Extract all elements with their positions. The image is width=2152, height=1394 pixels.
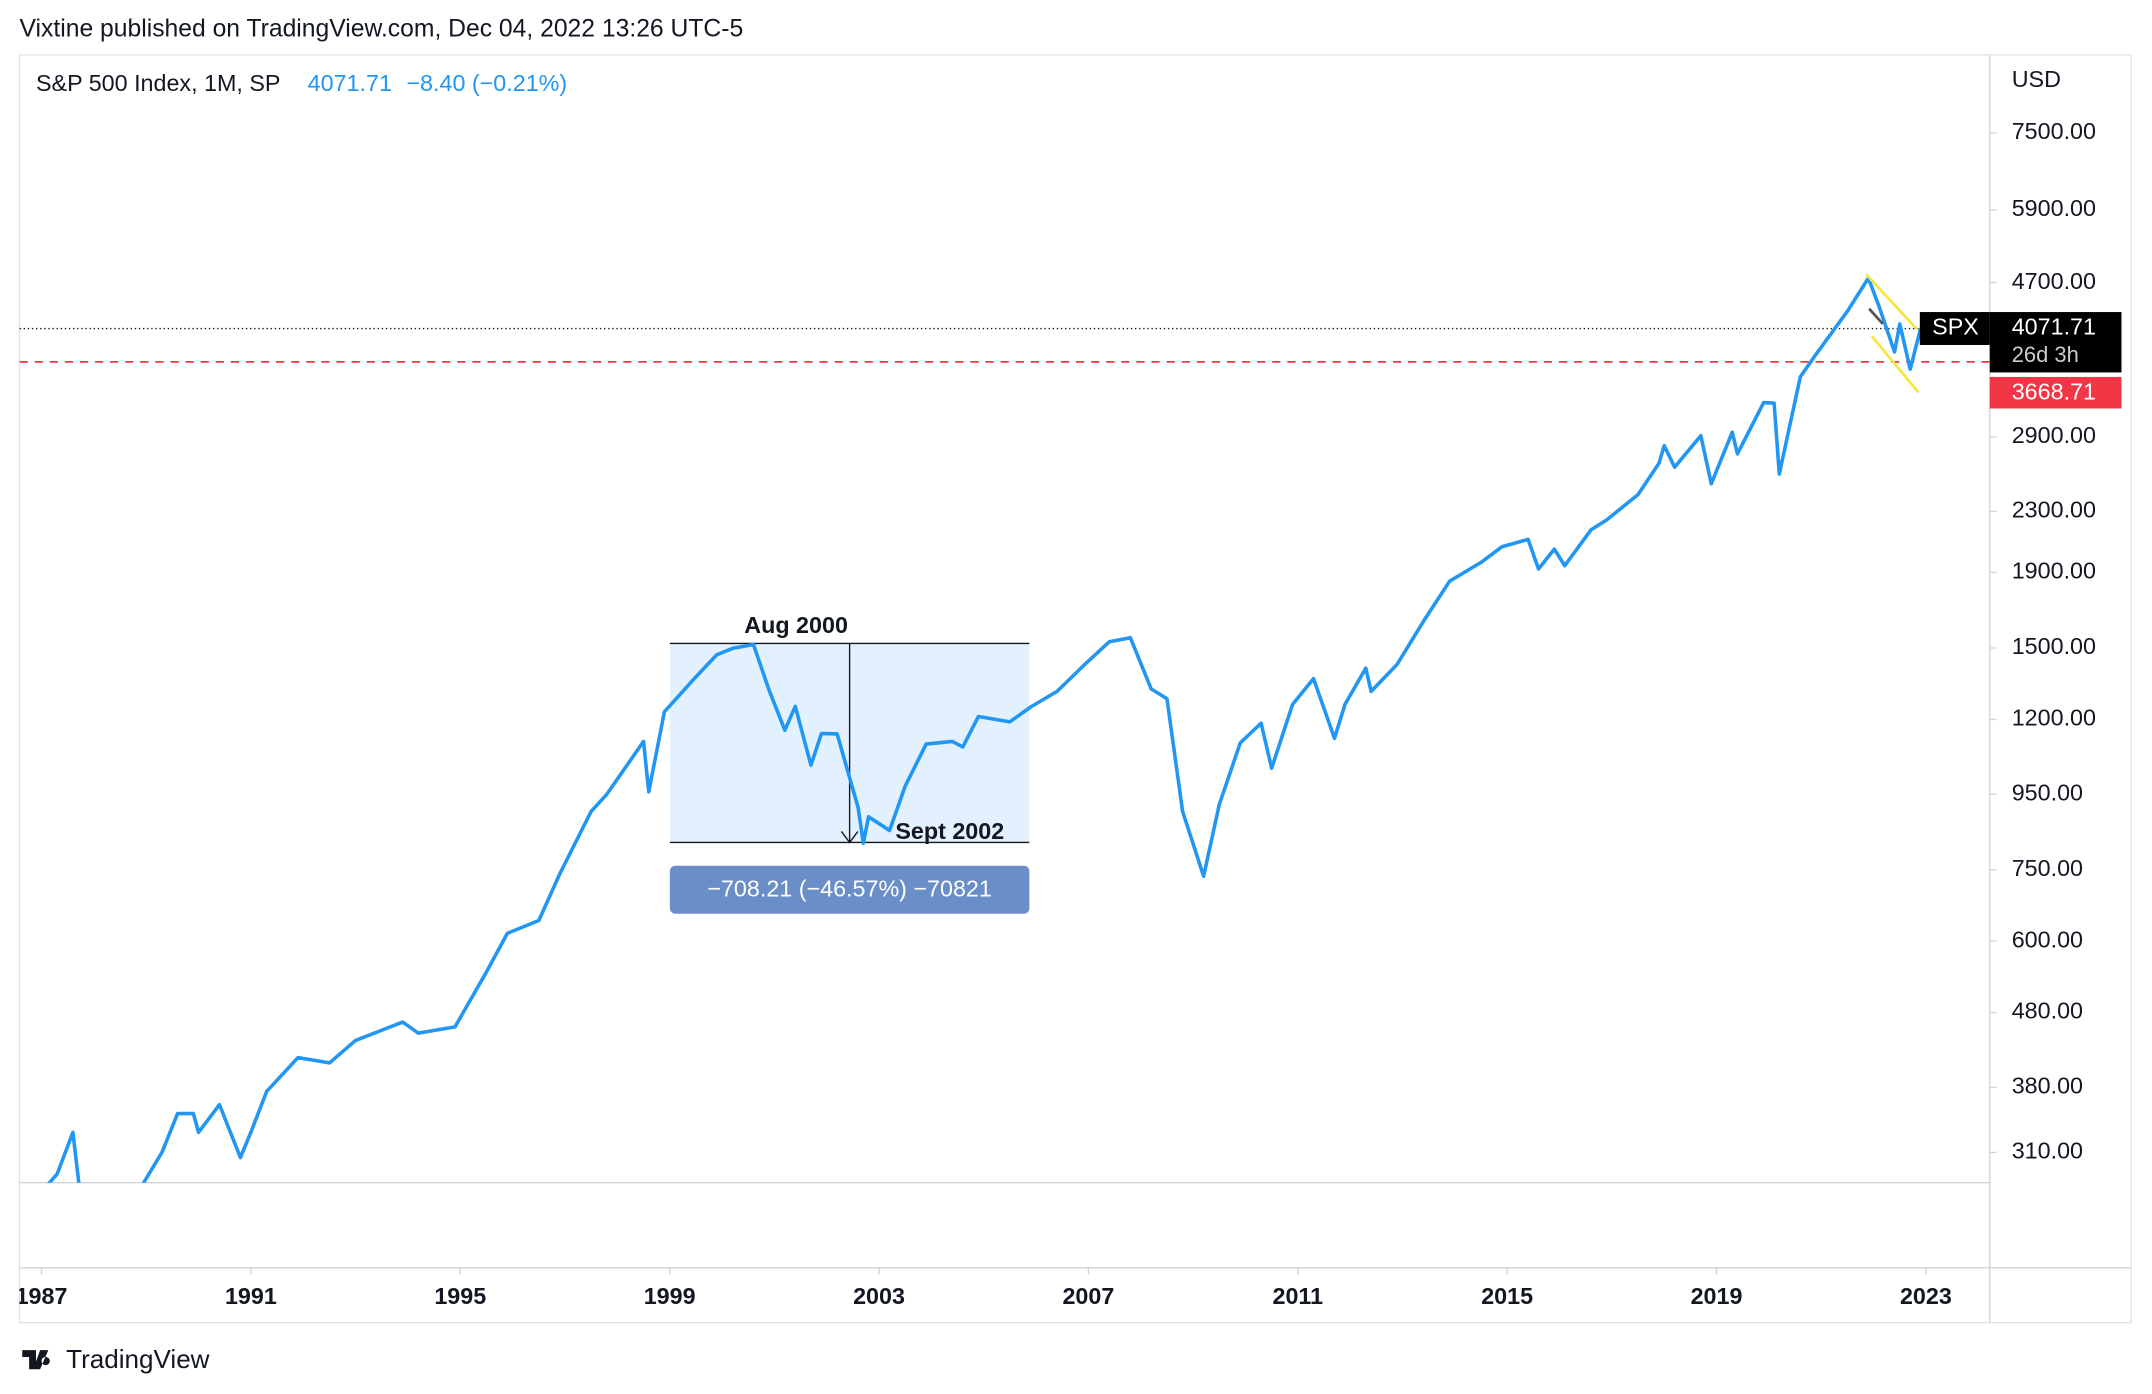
annotation-start: Aug 2000 (744, 612, 848, 638)
y-tick-label: 4700.00 (2012, 268, 2096, 294)
price-line (47, 276, 1923, 1183)
y-tick-label: 310.00 (2012, 1138, 2083, 1164)
x-tick-label: 2011 (1272, 1283, 1323, 1309)
channel-line (1870, 335, 1920, 394)
price-tag (1989, 312, 2122, 373)
drawing-arrow (1868, 307, 1884, 325)
x-tick-label: 2007 (1062, 1283, 1114, 1309)
symbol-tag (1919, 312, 1990, 345)
y-tick-label: 2300.00 (2012, 496, 2096, 522)
currency: USD (2012, 66, 2061, 92)
y-tick-label: 600.00 (2012, 926, 2083, 952)
legend-change: −8.40 (−0.21%) (406, 70, 567, 96)
logo-mark (22, 1350, 50, 1370)
y-tick-label: 1200.00 (2012, 705, 2096, 731)
measure-arrowhead (840, 831, 859, 844)
y-tick-label: 750.00 (2012, 855, 2083, 881)
x-tick-label: 1995 (434, 1283, 486, 1309)
alert-tag (1989, 376, 2122, 409)
countdown: 26d 3h (2012, 342, 2079, 367)
brand: TradingView (66, 1344, 210, 1374)
measure-label: −708.21 (−46.57%) −70821 (707, 876, 992, 902)
x-tick-label: 2023 (1900, 1283, 1952, 1309)
price-tag-label: 4071.71 (2012, 314, 2096, 340)
y-tick-label: 380.00 (2012, 1072, 2083, 1098)
x-tick-label: 2003 (853, 1283, 905, 1309)
x-tick-label: 1999 (644, 1283, 696, 1309)
symbol-tag-label: SPX (1932, 314, 1979, 340)
logo: TradingView (22, 1344, 210, 1374)
channel-line (1865, 273, 1919, 331)
y-tick-label: 5900.00 (2012, 195, 2096, 221)
x-tick-label: 1991 (225, 1283, 277, 1309)
y-tick-label: 1500.00 (2012, 633, 2096, 659)
chart-title: S&P 500 Index, 1M, SP (36, 70, 281, 96)
x-tick-label: 2019 (1691, 1283, 1743, 1309)
publish-header: Vixtine published on TradingView.com, De… (20, 16, 744, 43)
plot (19, 276, 1990, 1183)
legend-price: 4071.71 (308, 70, 392, 96)
y-tick-label: 950.00 (2012, 779, 2083, 805)
y-tick-label: 480.00 (2012, 998, 2083, 1024)
x-tick-label: 2015 (1481, 1283, 1533, 1309)
x-axis: 1987 1991 1995 1999 2003 2007 2011 2015 2019 2023 (16, 1267, 1952, 1309)
alert-tag-label: 3668.71 (2012, 379, 2096, 405)
frame (18, 54, 2132, 1324)
y-tick-label: 7500.00 (2012, 118, 2096, 144)
y-tick-label: 1900.00 (2012, 558, 2096, 584)
measure-label-box (669, 865, 1030, 914)
annotation-end: Sept 2002 (895, 818, 1004, 844)
y-axis: 310.00 380.00 480.00 600.00 750.00 950.00 1200… (1919, 118, 2122, 1164)
x-tick-label: 1987 (16, 1283, 68, 1309)
y-tick-label: 2900.00 (2012, 422, 2096, 448)
